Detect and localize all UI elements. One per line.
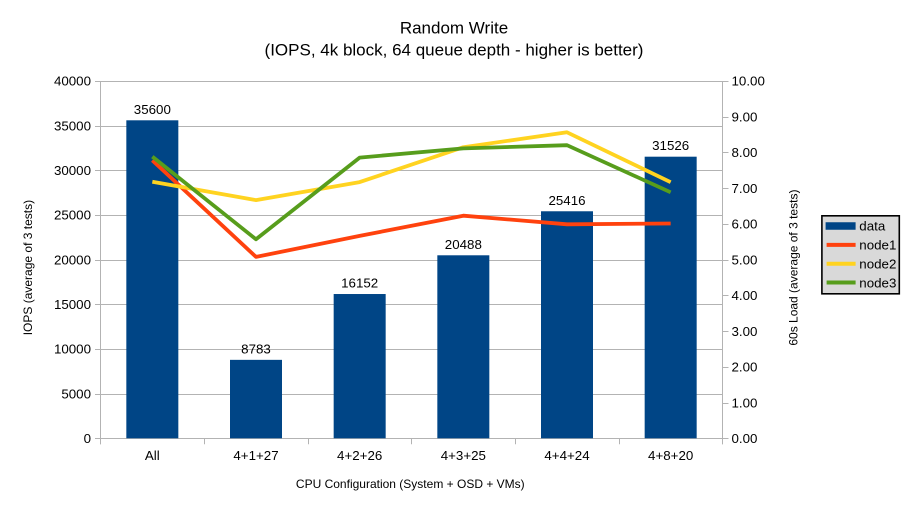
svg-text:4+1+27: 4+1+27: [233, 448, 278, 463]
svg-text:4.00: 4.00: [732, 288, 758, 303]
svg-text:IOPS (average of 3 tests): IOPS (average of 3 tests): [21, 200, 35, 335]
svg-text:35000: 35000: [54, 118, 91, 133]
svg-text:8.00: 8.00: [732, 145, 758, 160]
svg-text:CPU Configuration (System + OS: CPU Configuration (System + OSD + VMs): [296, 477, 525, 491]
svg-text:5.00: 5.00: [732, 252, 758, 267]
svg-text:node2: node2: [859, 256, 896, 271]
svg-text:All: All: [145, 448, 160, 463]
svg-text:25416: 25416: [548, 193, 585, 208]
svg-text:0: 0: [84, 431, 91, 446]
svg-text:node3: node3: [859, 275, 896, 290]
svg-text:Random Write: Random Write: [400, 19, 508, 38]
svg-text:3.00: 3.00: [732, 324, 758, 339]
svg-text:4+2+26: 4+2+26: [337, 448, 382, 463]
svg-text:35600: 35600: [134, 102, 171, 117]
svg-text:31526: 31526: [652, 138, 689, 153]
svg-text:7.00: 7.00: [732, 181, 758, 196]
svg-text:20000: 20000: [54, 252, 91, 267]
svg-text:4+8+20: 4+8+20: [648, 448, 693, 463]
svg-text:6.00: 6.00: [732, 217, 758, 232]
svg-text:9.00: 9.00: [732, 109, 758, 124]
svg-text:5000: 5000: [61, 386, 91, 401]
svg-text:25000: 25000: [54, 208, 91, 223]
svg-text:4+4+24: 4+4+24: [544, 448, 590, 463]
svg-text:node1: node1: [859, 238, 896, 253]
svg-text:8783: 8783: [241, 341, 271, 356]
svg-text:20488: 20488: [445, 237, 482, 252]
svg-text:30000: 30000: [54, 163, 91, 178]
svg-text:2.00: 2.00: [732, 360, 758, 375]
svg-text:(IOPS, 4k block, 64 queue dept: (IOPS, 4k block, 64 queue depth - higher…: [265, 41, 644, 60]
svg-text:40000: 40000: [54, 74, 91, 89]
svg-text:15000: 15000: [54, 297, 91, 312]
svg-text:data: data: [859, 219, 886, 234]
svg-text:16152: 16152: [341, 276, 378, 291]
svg-text:60s Load (average of 3 tests): 60s Load (average of 3 tests): [787, 190, 801, 346]
svg-text:1.00: 1.00: [732, 395, 758, 410]
svg-text:10.00: 10.00: [732, 74, 765, 89]
svg-text:4+3+25: 4+3+25: [441, 448, 486, 463]
svg-text:10000: 10000: [54, 342, 91, 357]
svg-text:0.00: 0.00: [732, 431, 758, 446]
